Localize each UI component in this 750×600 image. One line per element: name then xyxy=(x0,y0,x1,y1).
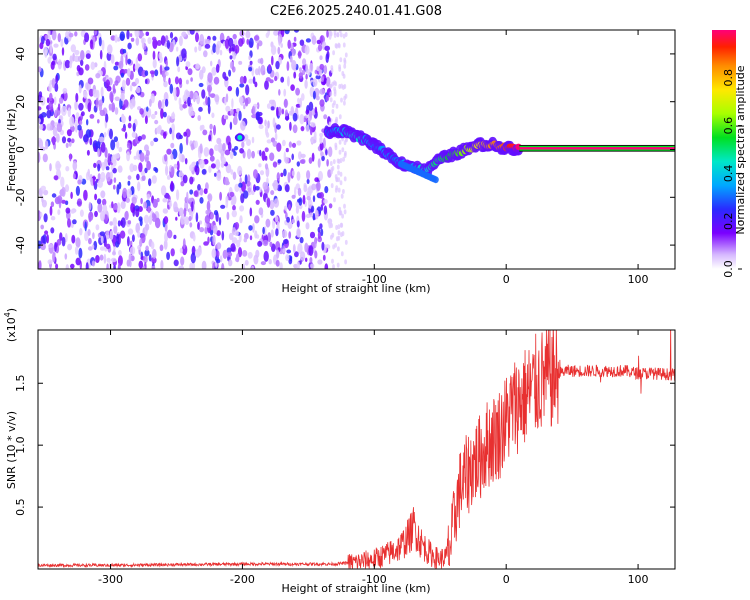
snr-scale-factor: (x104) xyxy=(3,308,18,342)
colorbar-tick-label: 0.4 xyxy=(722,165,735,183)
signal-track xyxy=(234,123,675,184)
colorbar-tick-label: 0.0 xyxy=(722,260,735,278)
colorbar: 0.0 0.2 0.4 0.6 0.8 Normalized spectral ampl… xyxy=(712,30,747,278)
x-tick-label: 100 xyxy=(628,573,649,586)
y-tick-label: 1.0 xyxy=(14,436,27,454)
snr-x-ticks: -300 -200 -100 0 100 xyxy=(98,330,649,586)
x-tick-label: -100 xyxy=(362,273,387,286)
x-tick-label: 0 xyxy=(503,273,510,286)
colorbar-tick-label: 0.8 xyxy=(722,69,735,87)
svg-text:(x104): (x104) xyxy=(3,308,18,342)
colorbar-gradient xyxy=(712,30,736,269)
snr-scale-exponent: 4 xyxy=(3,312,12,317)
figure-title: C2E6.2025.240.01.41.G08 xyxy=(270,4,442,19)
snr-series-line xyxy=(38,330,675,569)
spectrogram-marks xyxy=(38,30,675,269)
y-tick-label: -20 xyxy=(14,188,27,206)
snr-y-axis-label: SNR (10 * v/v) xyxy=(5,411,18,489)
x-tick-label: -300 xyxy=(98,273,123,286)
noise-texture xyxy=(38,30,348,269)
y-tick-label: 0.5 xyxy=(14,498,27,515)
colorbar-ticks: 0.0 0.2 0.4 0.6 0.8 xyxy=(722,69,742,278)
snr-frame xyxy=(37,329,676,570)
snr-scale-close: ) xyxy=(5,308,18,312)
x-tick-label: -300 xyxy=(98,573,123,586)
y-tick-label: 1.5 xyxy=(14,374,27,392)
snr-x-axis-label: Height of straight line (km) xyxy=(281,582,430,595)
y-tick-label: 40 xyxy=(14,47,27,61)
y-tick-label: 20 xyxy=(14,95,27,109)
x-tick-label: -100 xyxy=(362,573,387,586)
x-tick-label: 0 xyxy=(503,573,510,586)
y-tick-label: 0 xyxy=(14,146,27,153)
x-tick-label: -200 xyxy=(230,273,255,286)
snr-panel: -300 -200 -100 0 100 0.5 1.0 1.5 Height of str… xyxy=(3,308,676,595)
spectrogram-y-axis-label: Frequency (Hz) xyxy=(5,109,18,192)
spectrogram-x-ticks: -300 -200 -100 0 100 xyxy=(98,30,649,286)
x-tick-label: 100 xyxy=(628,273,649,286)
x-tick-label: -200 xyxy=(230,573,255,586)
spectrogram-y-ticks: -40 -20 0 20 40 xyxy=(14,47,675,254)
carrier-band-core xyxy=(519,147,675,150)
colorbar-label: Normalized spectral amplitude xyxy=(734,65,747,234)
y-tick-label: -40 xyxy=(14,236,27,254)
colorbar-tick-label: 0.2 xyxy=(722,212,735,230)
colorbar-tick-label: 0.6 xyxy=(722,117,735,135)
snr-scale-base: (x10 xyxy=(5,317,18,342)
snr-y-ticks: 0.5 1.0 1.5 xyxy=(14,374,675,516)
spectrogram-x-axis-label: Height of straight line (km) xyxy=(281,282,430,295)
snr-marks xyxy=(38,330,675,569)
